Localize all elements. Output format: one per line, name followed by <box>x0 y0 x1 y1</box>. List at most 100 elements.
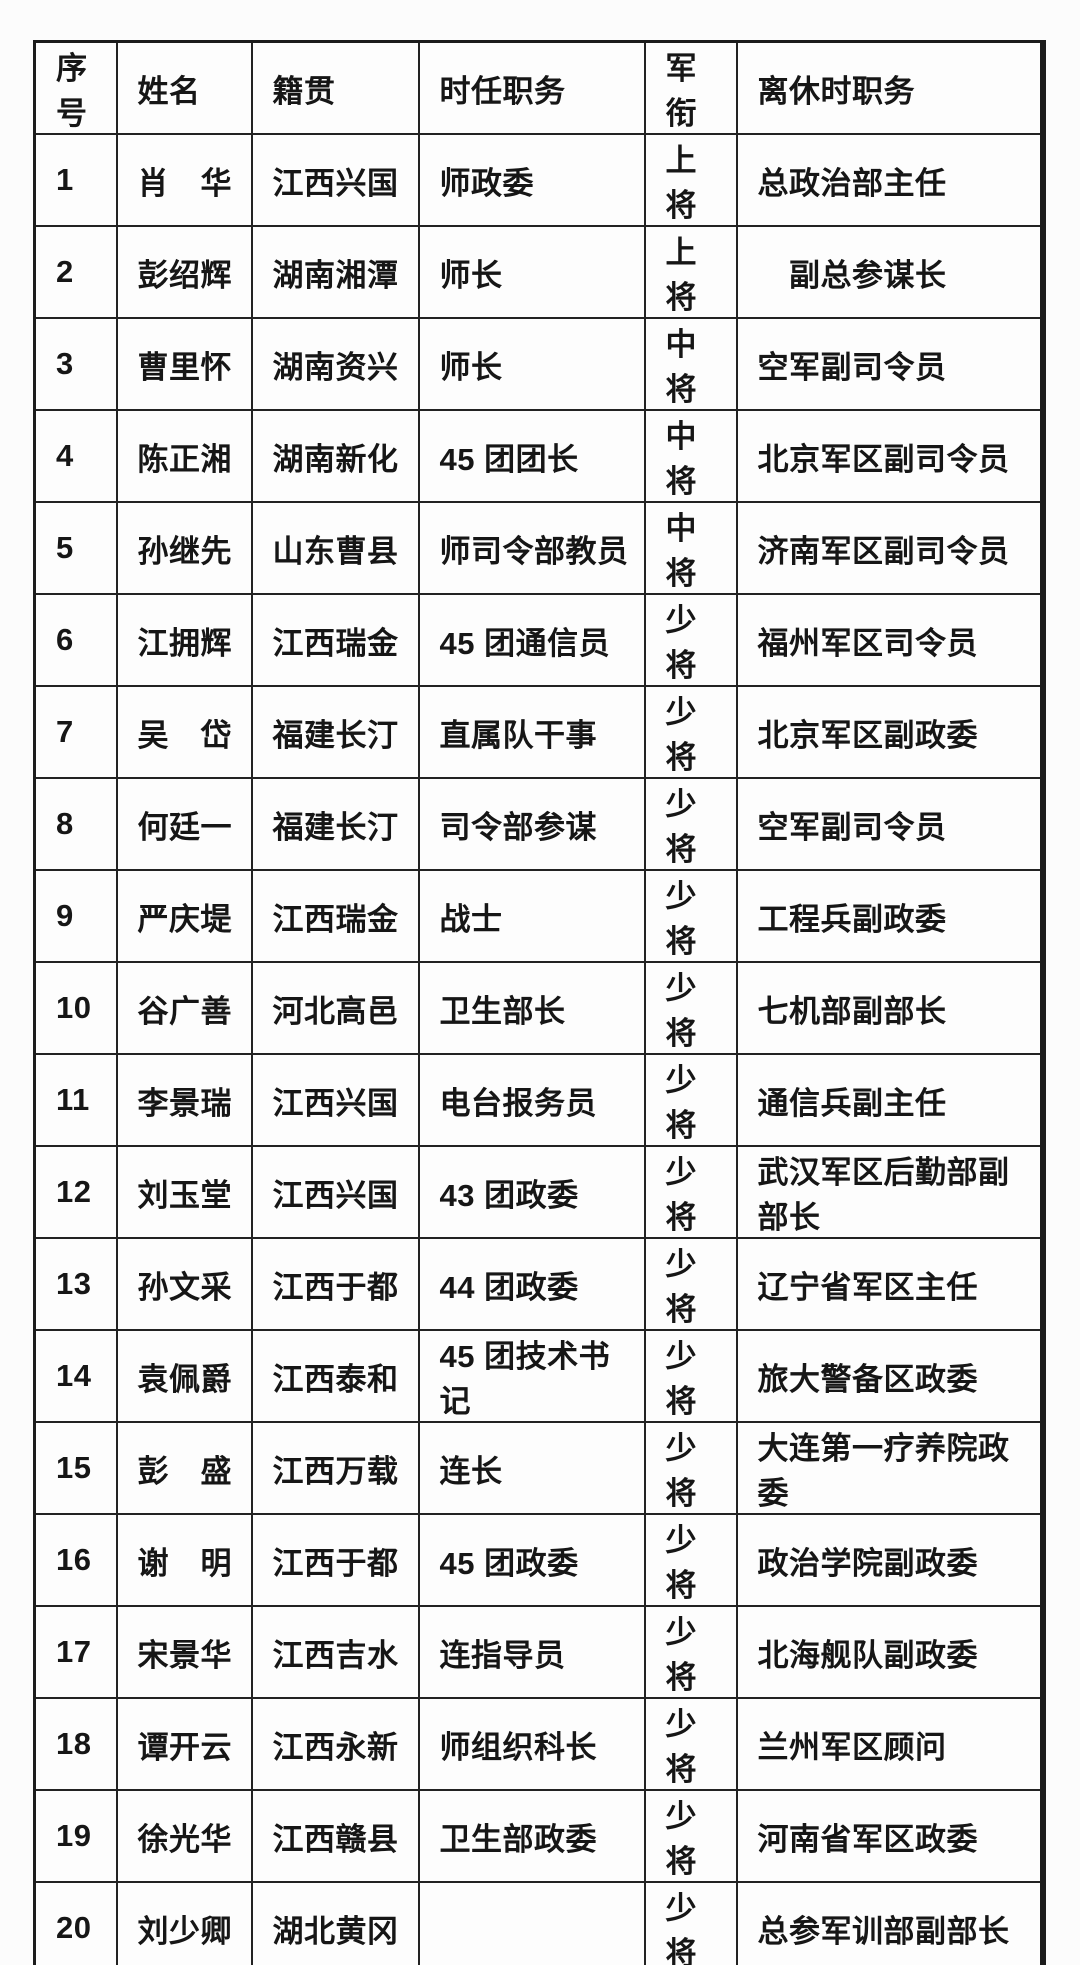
header-position: 时任职务 <box>417 40 646 135</box>
table-row: 20 刘少卿 湖北黄冈 少将 总参军训部副部长 <box>33 1881 1044 1965</box>
cell-origin: 江西瑞金 <box>250 593 420 687</box>
cell-rank: 少将 <box>643 1053 738 1147</box>
cell-no: 15 <box>33 1421 118 1515</box>
cell-rank: 少将 <box>643 961 738 1055</box>
cell-position: 43 团政委 <box>417 1145 646 1239</box>
cell-retire: 辽宁省军区主任 <box>735 1237 1044 1331</box>
cell-rank: 少将 <box>643 1513 738 1607</box>
cell-retire: 政治学院副政委 <box>735 1513 1044 1607</box>
cell-name: 李景瑞 <box>115 1053 253 1147</box>
cell-retire: 副总参谋长 <box>735 225 1044 319</box>
cell-no: 17 <box>33 1605 118 1699</box>
cell-position: 直属队干事 <box>417 685 646 779</box>
cell-name: 曹里怀 <box>115 317 253 411</box>
cell-position: 电台报务员 <box>417 1053 646 1147</box>
cell-position: 45 团团长 <box>417 409 646 503</box>
table-row: 19 徐光华 江西赣县 卫生部政委 少将 河南省军区政委 <box>33 1789 1044 1883</box>
cell-rank: 少将 <box>643 1697 738 1791</box>
cell-no: 11 <box>33 1053 118 1147</box>
cell-name: 宋景华 <box>115 1605 253 1699</box>
cell-origin: 江西兴国 <box>250 1145 420 1239</box>
cell-name: 彭绍辉 <box>115 225 253 319</box>
cell-name: 吴 岱 <box>115 685 253 779</box>
cell-no: 1 <box>33 133 118 227</box>
cell-origin: 江西吉水 <box>250 1605 420 1699</box>
table-row: 13 孙文采 江西于都 44 团政委 少将 辽宁省军区主任 <box>33 1237 1044 1331</box>
table-row: 12 刘玉堂 江西兴国 43 团政委 少将 武汉军区后勤部副部长 <box>33 1145 1044 1239</box>
cell-origin: 江西瑞金 <box>250 869 420 963</box>
cell-position: 44 团政委 <box>417 1237 646 1331</box>
cell-origin: 江西泰和 <box>250 1329 420 1423</box>
cell-origin: 江西永新 <box>250 1697 420 1791</box>
table-row: 14 袁佩爵 江西泰和 45 团技术书记 少将 旅大警备区政委 <box>33 1329 1044 1423</box>
cell-position: 45 团政委 <box>417 1513 646 1607</box>
cell-origin: 江西万载 <box>250 1421 420 1515</box>
cell-position: 战士 <box>417 869 646 963</box>
header-name: 姓名 <box>115 40 253 135</box>
cell-no: 10 <box>33 961 118 1055</box>
cell-origin: 江西兴国 <box>250 133 420 227</box>
cell-position: 连指导员 <box>417 1605 646 1699</box>
cell-no: 7 <box>33 685 118 779</box>
cell-name: 谷广善 <box>115 961 253 1055</box>
cell-position: 师长 <box>417 225 646 319</box>
cell-rank: 少将 <box>643 1145 738 1239</box>
cell-rank: 上将 <box>643 133 738 227</box>
cell-no: 9 <box>33 869 118 963</box>
table-row: 18 谭开云 江西永新 师组织科长 少将 兰州军区顾问 <box>33 1697 1044 1791</box>
cell-retire: 河南省军区政委 <box>735 1789 1044 1883</box>
table-row: 6 江拥辉 江西瑞金 45 团通信员 少将 福州军区司令员 <box>33 593 1044 687</box>
cell-name: 孙继先 <box>115 501 253 595</box>
cell-origin: 江西于都 <box>250 1237 420 1331</box>
cell-retire: 工程兵副政委 <box>735 869 1044 963</box>
table-row: 8 何廷一 福建长汀 司令部参谋 少将 空军副司令员 <box>33 777 1044 871</box>
cell-retire: 总参军训部副部长 <box>735 1881 1044 1965</box>
cell-rank: 少将 <box>643 593 738 687</box>
cell-origin: 湖北黄冈 <box>250 1881 420 1965</box>
header-no: 序号 <box>33 40 118 135</box>
cell-position: 师司令部教员 <box>417 501 646 595</box>
table-row: 16 谢 明江西于都 45 团政委 少将 政治学院副政委 <box>33 1513 1044 1607</box>
cell-origin: 山东曹县 <box>250 501 420 595</box>
cell-name: 刘少卿 <box>115 1881 253 1965</box>
cell-no: 19 <box>33 1789 118 1883</box>
cell-position: 卫生部政委 <box>417 1789 646 1883</box>
cell-origin: 湖南新化 <box>250 409 420 503</box>
cell-position <box>417 1881 646 1965</box>
cell-retire: 福州军区司令员 <box>735 593 1044 687</box>
header-retire: 离休时职务 <box>735 40 1044 135</box>
cell-no: 20 <box>33 1881 118 1965</box>
cell-origin: 福建长汀 <box>250 685 420 779</box>
cell-retire: 空军副司令员 <box>735 777 1044 871</box>
header-row: 序号 姓名 籍贯 时任职务 军衔 离休时职务 <box>33 40 1044 135</box>
cell-rank: 少将 <box>643 1881 738 1965</box>
table-row: 15 彭 盛江西万载 连长 少将 大连第一疗养院政委 <box>33 1421 1044 1515</box>
cell-origin: 湖南湘潭 <box>250 225 420 319</box>
cell-retire: 空军副司令员 <box>735 317 1044 411</box>
table-row: 5 孙继先 山东曹县 师司令部教员 中将 济南军区副司令员 <box>33 501 1044 595</box>
cell-retire: 济南军区副司令员 <box>735 501 1044 595</box>
cell-position: 师长 <box>417 317 646 411</box>
cell-no: 16 <box>33 1513 118 1607</box>
cell-rank: 少将 <box>643 777 738 871</box>
cell-origin: 江西兴国 <box>250 1053 420 1147</box>
cell-no: 5 <box>33 501 118 595</box>
table-row: 4 陈正湘 湖南新化 45 团团长 中将 北京军区副司令员 <box>33 409 1044 503</box>
cell-no: 3 <box>33 317 118 411</box>
cell-name: 孙文采 <box>115 1237 253 1331</box>
cell-name: 刘玉堂 <box>115 1145 253 1239</box>
table-row: 10 谷广善 河北高邑 卫生部长 少将 七机部副部长 <box>33 961 1044 1055</box>
cell-position: 45 团通信员 <box>417 593 646 687</box>
cell-no: 8 <box>33 777 118 871</box>
cell-no: 2 <box>33 225 118 319</box>
cell-name: 谢 明 <box>115 1513 253 1607</box>
cell-rank: 中将 <box>643 317 738 411</box>
cell-no: 13 <box>33 1237 118 1331</box>
cell-rank: 中将 <box>643 409 738 503</box>
cell-retire: 武汉军区后勤部副部长 <box>735 1145 1044 1239</box>
